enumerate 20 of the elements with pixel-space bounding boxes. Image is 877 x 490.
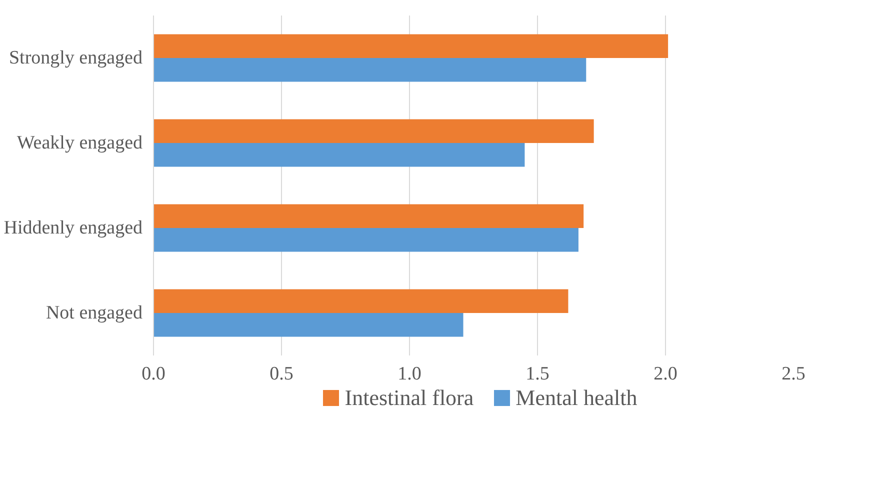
bar xyxy=(154,289,568,313)
x-tick-label: 2.0 xyxy=(654,364,678,384)
x-tick-label: 1.5 xyxy=(526,364,550,384)
y-tick-label: Weakly engaged xyxy=(16,132,143,154)
bar xyxy=(154,143,525,167)
bar xyxy=(154,313,464,337)
bar xyxy=(154,58,586,82)
y-tick-label: Hiddenly engaged xyxy=(4,218,143,238)
x-tick-label: 2.5 xyxy=(782,364,806,384)
legend-label: Intestinal flora xyxy=(344,385,474,410)
bar xyxy=(154,119,594,143)
legend-label: Mental health xyxy=(514,385,638,410)
x-tick-label: 1.0 xyxy=(398,364,422,384)
x-tick-label: 0.5 xyxy=(270,364,294,384)
bar xyxy=(154,204,584,228)
bar xyxy=(154,34,668,58)
bar xyxy=(154,228,578,252)
x-tick-label: 0.0 xyxy=(142,364,166,384)
y-tick-label: Not engaged xyxy=(46,302,143,324)
y-tick-label: Strongly engaged xyxy=(9,48,143,68)
